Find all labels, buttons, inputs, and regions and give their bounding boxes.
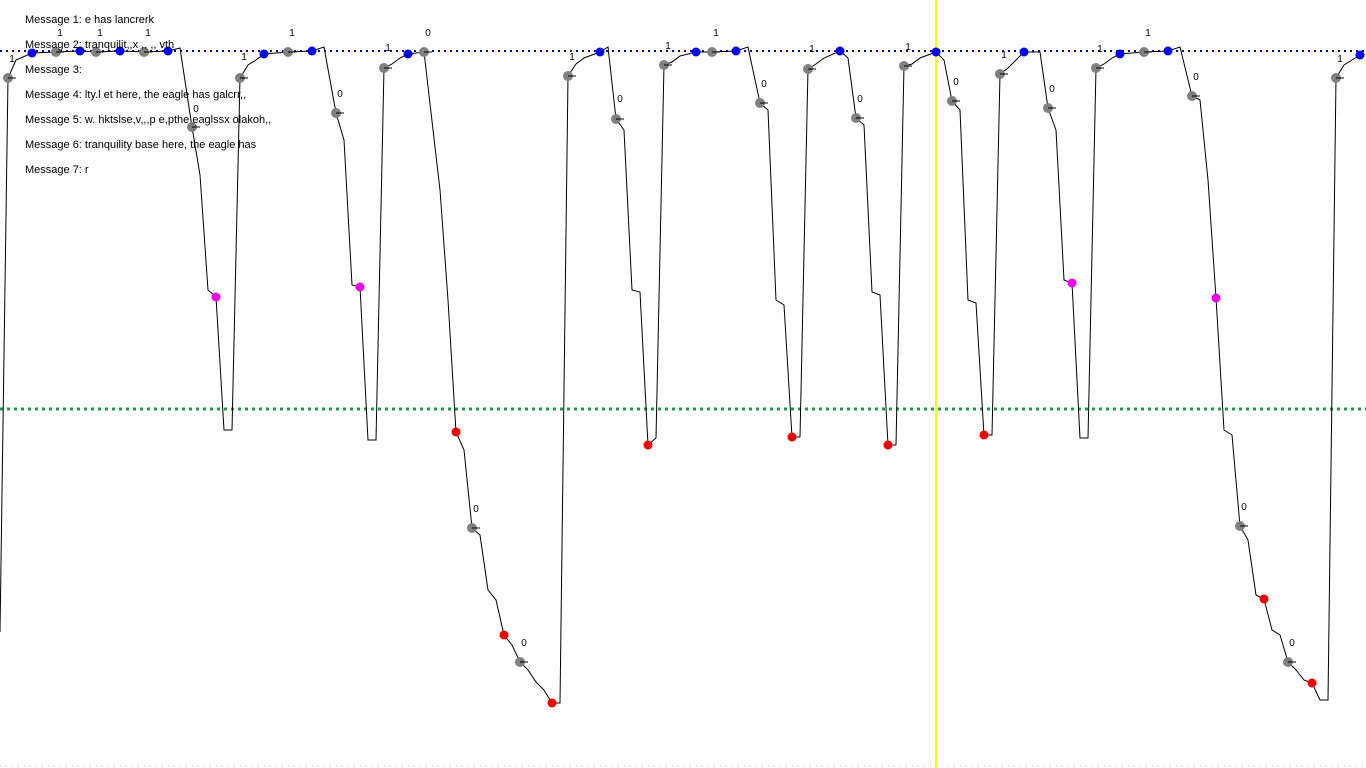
- bit-label: 1: [385, 43, 391, 54]
- message-6: Message 6: tranquility base here, the ea…: [25, 139, 257, 151]
- mid-point: [211, 292, 221, 302]
- zero-bit-point: [1259, 594, 1269, 604]
- bit-label: 0: [1049, 84, 1055, 95]
- message-list: Message 1: e has lancrerk Message 2: tra…: [25, 13, 271, 188]
- one-bit-point: [931, 47, 941, 57]
- bit-label: 1: [1145, 28, 1151, 39]
- one-bit-point: [1115, 49, 1125, 59]
- bit-label: 0: [761, 79, 767, 90]
- bit-label: 0: [193, 104, 199, 115]
- mid-point: [1211, 293, 1221, 303]
- message-5: Message 5: w. hktslse,v,,,p e,pthe eagls…: [25, 114, 272, 126]
- bit-label: 0: [1193, 72, 1199, 83]
- one-bit-point: [731, 46, 741, 56]
- zero-bit-point: [1307, 678, 1317, 688]
- bit-label: 1: [57, 28, 63, 39]
- one-bit-point: [403, 49, 413, 59]
- message-2: Message 2: tranquilit,,x ,, ,, vth: [25, 39, 175, 51]
- bit-label: 0: [337, 89, 343, 100]
- zero-bit-point: [499, 630, 509, 640]
- bit-label: 1: [1001, 50, 1007, 61]
- mid-point: [355, 282, 365, 292]
- mid-point: [1067, 278, 1077, 288]
- one-bit-point: [259, 49, 269, 59]
- bit-label: 1: [97, 28, 103, 39]
- bit-label: 1: [241, 52, 247, 63]
- zero-bit-point: [883, 440, 893, 450]
- bit-label: 0: [1241, 502, 1247, 513]
- bit-label: 0: [1289, 638, 1295, 649]
- bit-label: 1: [1337, 54, 1343, 65]
- bit-label: 1: [1097, 44, 1103, 55]
- bit-label: 1: [569, 52, 575, 63]
- bit-label: 1: [905, 42, 911, 53]
- zero-bit-point: [547, 698, 557, 708]
- zero-bit-point: [451, 427, 461, 437]
- message-7: Message 7: r: [25, 164, 89, 176]
- zero-bit-point: [643, 440, 653, 450]
- bit-label: 0: [425, 28, 431, 39]
- bit-label: 1: [9, 54, 15, 65]
- bit-label: 0: [953, 77, 959, 88]
- one-bit-point: [163, 46, 173, 56]
- one-bit-point: [75, 46, 85, 56]
- bit-label: 0: [521, 638, 527, 649]
- bit-label: 0: [473, 504, 479, 515]
- bit-label: 1: [145, 28, 151, 39]
- one-bit-point: [835, 46, 845, 56]
- one-bit-point: [1355, 50, 1365, 60]
- message-4: Message 4: lty.l et here, the eagle has …: [25, 89, 247, 101]
- one-bit-point: [1019, 47, 1029, 57]
- bit-label: 1: [289, 28, 295, 39]
- one-bit-point: [1163, 46, 1173, 56]
- bit-label: 0: [857, 94, 863, 105]
- message-3: Message 3:: [25, 64, 82, 76]
- bit-label: 1: [713, 28, 719, 39]
- bit-label: 1: [665, 41, 671, 52]
- message-1: Message 1: e has lancrerk: [25, 14, 155, 26]
- zero-bit-point: [979, 430, 989, 440]
- bit-label: 1: [809, 44, 815, 55]
- one-bit-point: [307, 46, 317, 56]
- one-bit-point: [595, 47, 605, 57]
- one-bit-point: [27, 48, 37, 58]
- one-bit-point: [691, 47, 701, 57]
- one-bit-point: [115, 46, 125, 56]
- bit-label: 0: [617, 94, 623, 105]
- zero-bit-point: [787, 432, 797, 442]
